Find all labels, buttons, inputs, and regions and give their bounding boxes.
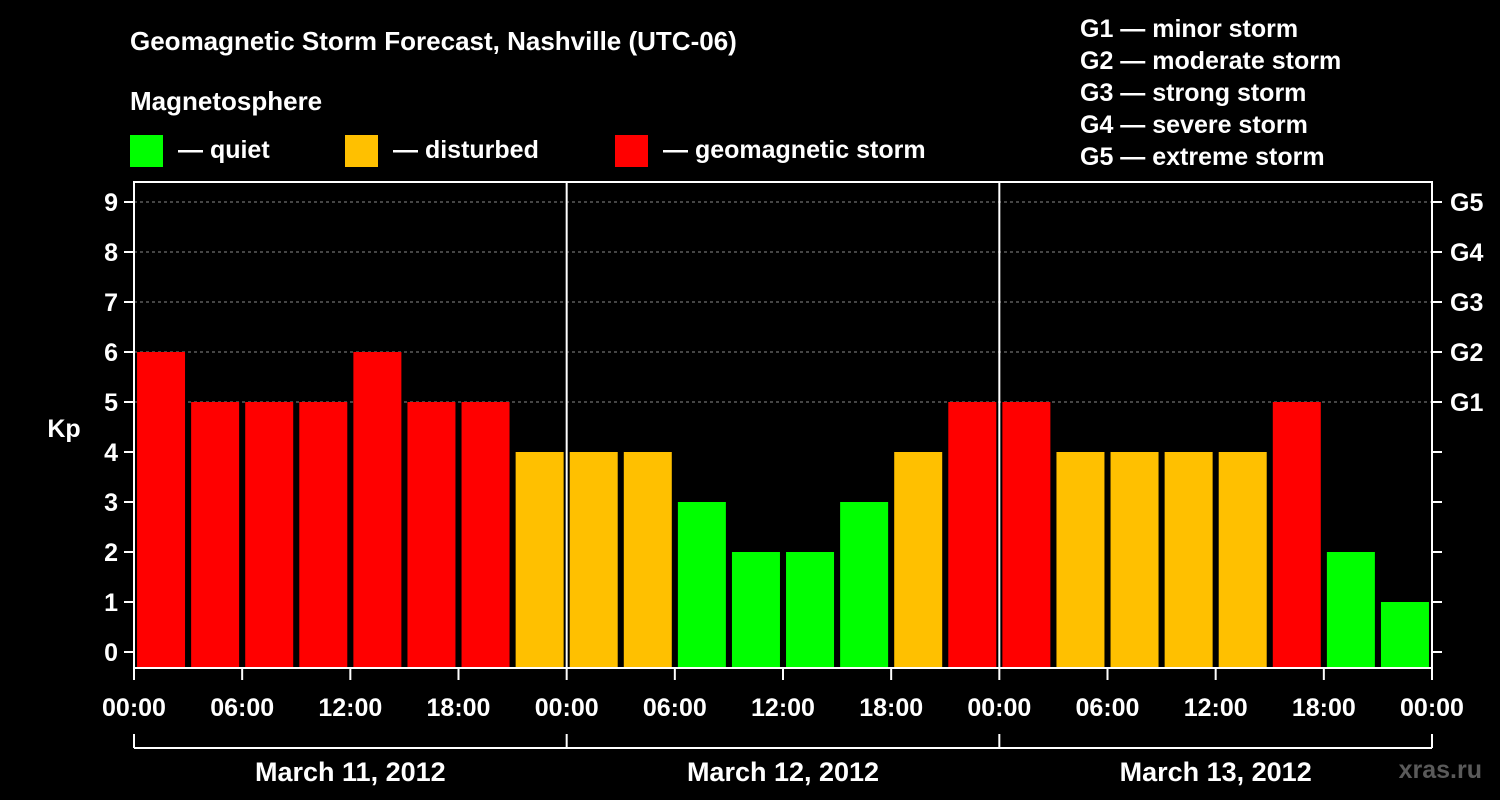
x-axis-ticks: 00:00 06:00 12:00 18:00 00:00 06:00 12:00 18:00… [102, 668, 1464, 722]
chart-title: Geomagnetic Storm Forecast, Nashville (U… [130, 26, 737, 56]
kp-bar [731, 552, 780, 668]
x-tick-label: 18:00 [1292, 694, 1356, 722]
x-tick-label: 00:00 [102, 694, 166, 722]
legend-label-quiet: — quiet [178, 136, 270, 164]
date-axis: March 11, 2012 March 12, 2012 March 13, 20… [133, 734, 1433, 787]
g-scale-label: G1 [1450, 389, 1483, 417]
kp-bar [299, 402, 348, 668]
y-axis-label: Kp [47, 415, 80, 443]
y-tick-label: 5 [104, 389, 118, 417]
storm-scale-g2: G2 — moderate storm [1080, 47, 1341, 75]
kp-bar [515, 452, 564, 668]
kp-bar [948, 402, 997, 668]
kp-bar [1326, 552, 1375, 668]
y-tick-label: 9 [104, 189, 118, 217]
kp-bar [677, 502, 726, 668]
legend-swatch-quiet [130, 135, 163, 167]
x-tick-label: 00:00 [967, 694, 1031, 722]
storm-scale-g3: G3 — strong storm [1080, 79, 1306, 107]
y-tick-label: 6 [104, 339, 118, 367]
kp-bar [786, 552, 835, 668]
g-scale-label: G5 [1450, 189, 1483, 217]
y-tick-label: 0 [104, 639, 118, 667]
x-tick-label: 00:00 [535, 694, 599, 722]
kp-bar [137, 352, 186, 668]
kp-bar [840, 502, 889, 668]
legend-swatch-disturbed [345, 135, 378, 167]
date-label: March 12, 2012 [687, 757, 879, 787]
y-tick-label: 2 [104, 539, 118, 567]
y-tick-label: 1 [104, 589, 118, 617]
kp-bar [623, 452, 672, 668]
kp-bar [1164, 452, 1213, 668]
storm-scale-list: G1 — minor storm G2 — moderate storm G3 … [1080, 15, 1341, 171]
kp-bar [353, 352, 402, 668]
kp-bar [1218, 452, 1267, 668]
x-tick-label: 18:00 [427, 694, 491, 722]
kp-bar [894, 452, 943, 668]
date-label: March 11, 2012 [255, 757, 446, 787]
x-tick-label: 12:00 [318, 694, 382, 722]
legend-title: Magnetosphere [130, 86, 322, 116]
x-tick-label: 12:00 [1184, 694, 1248, 722]
y-tick-label: 4 [104, 439, 118, 467]
x-tick-label: 06:00 [210, 694, 274, 722]
g-scale-label: G2 [1450, 339, 1483, 367]
storm-scale-g4: G4 — severe storm [1080, 111, 1308, 139]
y-tick-label: 7 [104, 289, 118, 317]
kp-bar [191, 402, 240, 668]
x-tick-label: 12:00 [751, 694, 815, 722]
x-tick-label: 00:00 [1400, 694, 1464, 722]
legend-swatch-storm [615, 135, 648, 167]
kp-bar [1272, 402, 1321, 668]
source-label: xras.ru [1399, 756, 1482, 784]
y-axis-ticks: 0 1 2 3 4 5 6 7 8 9 [104, 189, 1442, 667]
storm-scale-g1: G1 — minor storm [1080, 15, 1298, 43]
y-tick-label: 8 [104, 239, 118, 267]
kp-bar [1002, 402, 1051, 668]
x-tick-label: 06:00 [1076, 694, 1140, 722]
legend-label-storm: — geomagnetic storm [663, 136, 926, 164]
y-tick-label: 3 [104, 489, 118, 517]
kp-bar [407, 402, 456, 668]
kp-bar [245, 402, 294, 668]
kp-bar [1056, 452, 1105, 668]
legend: — quiet — disturbed — geomagnetic storm [130, 135, 926, 167]
g-scale-label: G3 [1450, 289, 1483, 317]
kp-bar [569, 452, 618, 668]
storm-scale-g5: G5 — extreme storm [1080, 143, 1325, 171]
x-tick-label: 06:00 [643, 694, 707, 722]
date-label: March 13, 2012 [1120, 757, 1312, 787]
g-scale-label: G4 [1450, 239, 1483, 267]
x-tick-label: 18:00 [859, 694, 923, 722]
kp-bar [1380, 602, 1429, 668]
kp-bar [461, 402, 510, 668]
legend-label-disturbed: — disturbed [393, 136, 539, 164]
right-axis-g-scale: G1 G2 G3 G4 G5 [1450, 189, 1483, 417]
bars [137, 352, 1429, 668]
grid-lines [134, 201, 1432, 403]
kp-bar [1110, 452, 1159, 668]
